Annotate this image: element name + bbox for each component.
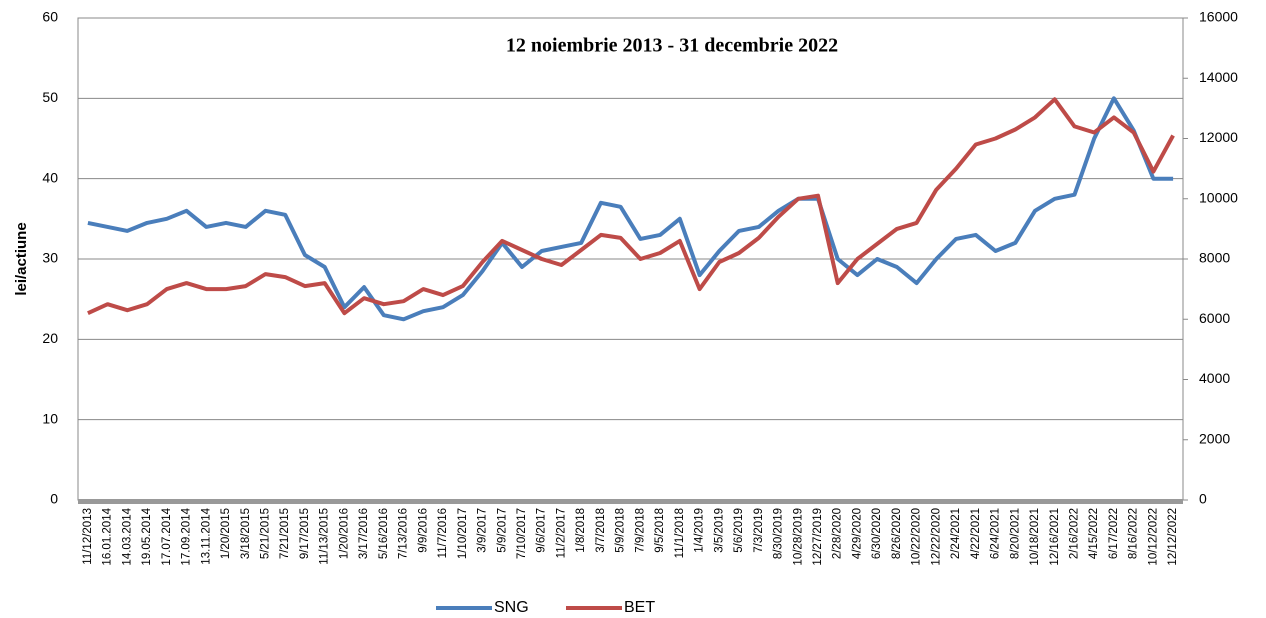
y-tick-label: 20	[42, 330, 58, 346]
x-tick-label: 7/21/2015	[279, 508, 291, 559]
x-tick-label: 10/22/2020	[911, 508, 923, 566]
x-tick-label: 6/24/2021	[990, 508, 1002, 559]
y-tick-label: 50	[42, 89, 58, 105]
x-tick-label: 5/16/2016	[378, 508, 390, 559]
x-tick-label: 8/30/2019	[773, 508, 785, 559]
y-tick-label: 0	[50, 491, 58, 507]
legend-label: SNG	[494, 599, 529, 616]
x-tick-label: 5/9/2017	[496, 508, 508, 553]
x-tick-label: 3/17/2016	[358, 508, 370, 559]
x-tick-label: 11/13/2015	[319, 508, 331, 565]
x-tick-label: 12/27/2019	[812, 508, 824, 566]
legend-label: BET	[624, 599, 655, 616]
x-tick-label: 12/16/2021	[1049, 508, 1061, 566]
y-tick-label: 40	[42, 169, 58, 185]
x-tick-label: 3/7/2018	[595, 508, 607, 553]
x-tick-label: 9/6/2017	[536, 508, 548, 553]
x-tick-label: 9/5/2018	[654, 508, 666, 553]
x-tick-label: 2/28/2020	[832, 508, 844, 559]
series-line	[87, 97, 1175, 316]
chart-title: 12 noiembrie 2013 - 31 decembrie 2022	[506, 35, 838, 57]
series-line	[87, 96, 1174, 322]
x-axis-band	[78, 499, 1183, 504]
x-tick-label: 7/10/2017	[516, 508, 528, 559]
x-tick-label: 12/22/2020	[930, 508, 942, 566]
x-tick-label: 11/1/2018	[674, 508, 686, 558]
x-tick-label: 4/22/2021	[970, 508, 982, 559]
x-tick-label: 11/7/2016	[437, 508, 449, 558]
x-tick-label: 11/2/2017	[555, 508, 567, 558]
x-tick-label: 1/4/2019	[694, 508, 706, 553]
x-tick-label: 5/21/2015	[259, 508, 271, 559]
y-axis-label: lei/actiune	[13, 222, 30, 295]
y2-tick-label: 0	[1199, 491, 1207, 507]
x-tick-label: 2/16/2022	[1069, 508, 1081, 559]
y2-tick-label: 4000	[1199, 370, 1230, 386]
x-tick-label: 1/10/2017	[457, 508, 469, 559]
x-tick-label: 17.07.2014	[161, 507, 173, 565]
x-tick-label: 3/9/2017	[477, 508, 489, 553]
x-tick-label: 1/20/2015	[220, 508, 232, 559]
y2-tick-label: 16000	[1199, 9, 1238, 25]
y2-tick-label: 10000	[1199, 189, 1238, 205]
x-tick-label: 3/5/2019	[713, 508, 725, 553]
x-tick-label: 8/16/2022	[1128, 508, 1140, 559]
x-tick-label: 1/8/2018	[575, 508, 587, 553]
x-tick-label: 9/17/2015	[299, 508, 311, 559]
x-tick-label: 6/17/2022	[1108, 508, 1120, 559]
x-tick-label: 2/24/2021	[950, 508, 962, 559]
x-tick-label: 5/6/2019	[733, 508, 745, 553]
x-tick-label: 10/28/2019	[792, 508, 804, 566]
y-tick-label: 30	[42, 250, 58, 266]
x-tick-label: 7/3/2019	[753, 508, 765, 553]
x-tick-label: 10/18/2021	[1029, 508, 1041, 566]
x-tick-label: 1/20/2016	[338, 508, 350, 559]
x-tick-label: 8/20/2021	[1009, 508, 1021, 559]
x-tick-label: 4/15/2022	[1088, 508, 1100, 559]
y2-tick-label: 12000	[1199, 129, 1238, 145]
y2-tick-label: 6000	[1199, 310, 1230, 326]
x-tick-label: 16.01.2014	[102, 507, 114, 565]
x-tick-label: 7/13/2016	[398, 508, 410, 559]
x-tick-label: 5/9/2018	[615, 508, 627, 553]
x-tick-label: 17.09.2014	[181, 507, 193, 565]
y2-tick-label: 14000	[1199, 69, 1238, 85]
x-tick-label: 4/29/2020	[851, 508, 863, 559]
x-tick-label: 14.03.2014	[121, 507, 133, 565]
y-tick-label: 10	[42, 410, 58, 426]
x-tick-label: 7/9/2018	[634, 508, 646, 553]
x-tick-label: 6/30/2020	[871, 508, 883, 559]
y2-tick-label: 8000	[1199, 250, 1230, 266]
x-tick-label: 13.11.2014	[200, 507, 212, 564]
x-tick-label: 8/26/2020	[891, 508, 903, 559]
x-tick-label: 12/12/2022	[1167, 508, 1179, 566]
x-tick-label: 3/18/2015	[240, 508, 252, 559]
x-tick-label: 19.05.2014	[141, 507, 153, 565]
x-tick-label: 10/12/2022	[1147, 508, 1159, 566]
y-tick-label: 60	[42, 9, 58, 25]
y2-tick-label: 2000	[1199, 430, 1230, 446]
x-tick-label: 11/12/2013	[82, 508, 94, 565]
x-tick-label: 9/9/2016	[417, 508, 429, 553]
